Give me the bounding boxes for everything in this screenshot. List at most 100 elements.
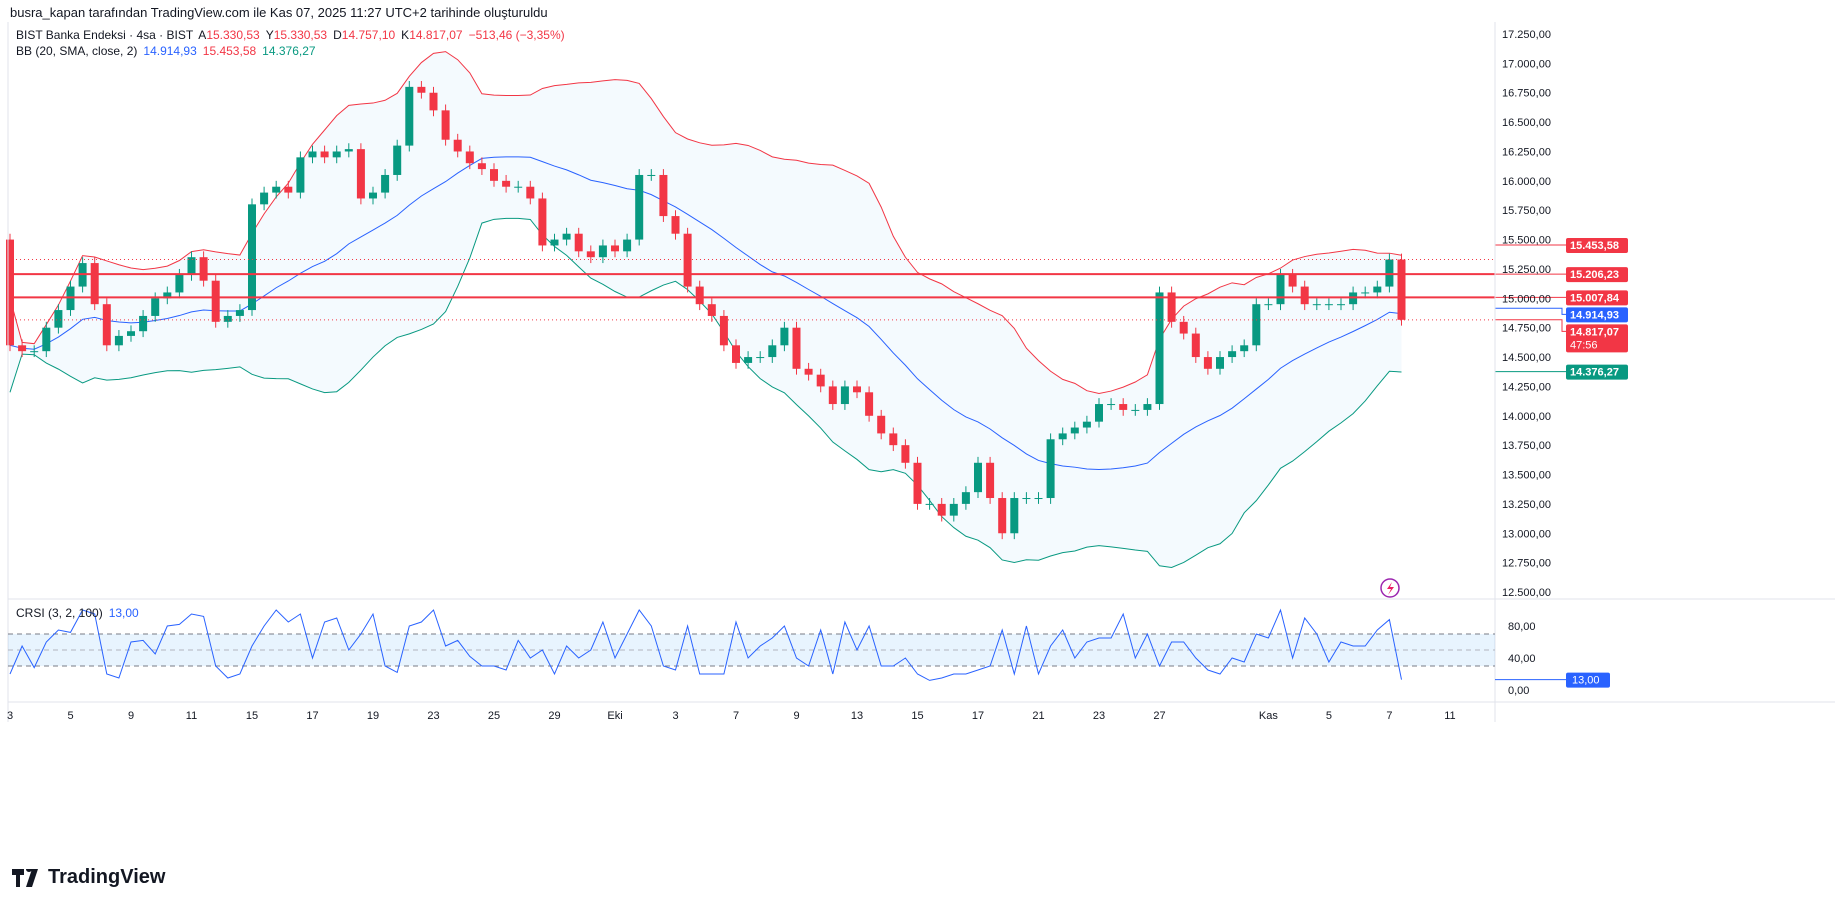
- price-label: 14.376,27: [1570, 367, 1619, 379]
- price-label: 15.007,84: [1570, 292, 1620, 304]
- candle: [344, 149, 353, 152]
- candle: [586, 251, 595, 258]
- lightning-icon[interactable]: [1380, 578, 1400, 598]
- time-tick: 15: [246, 710, 258, 722]
- candle: [393, 145, 402, 175]
- time-tick: 5: [67, 710, 73, 722]
- price-label-bg: [1566, 324, 1628, 353]
- candle: [199, 257, 208, 281]
- candle: [889, 433, 898, 446]
- candle: [42, 327, 51, 352]
- candle: [175, 274, 184, 293]
- candle: [1264, 304, 1273, 306]
- candle: [139, 315, 148, 332]
- crsi-tick: 80,00: [1508, 621, 1536, 633]
- candle: [1300, 286, 1309, 305]
- svg-text:CRSI (3, 2, 100)13,00: CRSI (3, 2, 100) 13,00: [16, 606, 139, 620]
- price-chart[interactable]: 15.453,58 15.206,23 15.007,84 14.914,93 14.8…: [0, 22, 1835, 909]
- price-label: 15.453,58: [1570, 240, 1619, 252]
- candle: [248, 204, 256, 311]
- candle: [683, 233, 692, 287]
- candle: [1203, 357, 1212, 369]
- candle: [937, 503, 946, 516]
- candle: [502, 180, 511, 187]
- candle: [659, 174, 668, 217]
- candle: [320, 151, 329, 158]
- candle: [877, 415, 886, 434]
- price-tick: 14.250,00: [1502, 381, 1551, 393]
- candle: [1337, 304, 1345, 306]
- candle: [1324, 304, 1333, 306]
- price-tick: 14.500,00: [1502, 352, 1551, 364]
- time-tick: 5: [1326, 710, 1332, 722]
- time-tick: 19: [367, 710, 379, 722]
- candle: [611, 245, 619, 252]
- price-label: 15.206,23: [1570, 269, 1619, 281]
- candle: [1131, 409, 1140, 411]
- candle: [1167, 292, 1176, 322]
- countdown-label: 47:56: [1570, 339, 1598, 351]
- svg-text:BIST Banka Endeksi · 4sa · BIS: BIST Banka Endeksi · 4sa · BIST A15.330,5…: [16, 28, 565, 42]
- time-tick: 11: [1444, 710, 1455, 722]
- time-tick: 9: [128, 710, 134, 722]
- candle: [465, 151, 474, 164]
- svg-text:BB (20, SMA, close, 2)14.914,9: BB (20, SMA, close, 2) 14.914,93 15.453,58…: [16, 44, 316, 58]
- price-tick: 12.500,00: [1502, 587, 1551, 599]
- candle: [792, 327, 801, 369]
- candle: [1046, 439, 1055, 499]
- candle: [6, 239, 14, 346]
- bb-title: BB (20, SMA, close, 2): [16, 44, 137, 58]
- price-label-bg: [1566, 307, 1628, 323]
- candle: [417, 86, 426, 93]
- candle: [574, 233, 583, 252]
- time-tick: 15: [911, 710, 923, 722]
- candle: [526, 186, 535, 199]
- crsi-value: 13,00: [109, 606, 139, 620]
- candle: [1288, 274, 1297, 287]
- candle: [925, 503, 934, 505]
- candle: [1373, 286, 1382, 293]
- candle: [90, 263, 99, 305]
- legend: BIST Banka Endeksi · 4sa · BIST A15.330,5…: [16, 28, 565, 620]
- time-tick: 27: [1153, 710, 1165, 722]
- price-tick: 12.750,00: [1502, 558, 1551, 570]
- bb-upper-value: 15.453,58: [203, 44, 257, 58]
- chart-container[interactable]: 15.453,58 15.206,23 15.007,84 14.914,93 14.8…: [0, 22, 1835, 909]
- candle: [974, 462, 982, 493]
- candle: [647, 174, 656, 176]
- time-tick: 23: [427, 710, 439, 722]
- price-label-bg: [1566, 238, 1628, 254]
- tradingview-logo[interactable]: TradingView: [12, 866, 165, 889]
- price-tick: 13.250,00: [1502, 499, 1551, 511]
- candle: [1095, 404, 1103, 422]
- candle: [308, 151, 317, 158]
- candle: [18, 345, 27, 352]
- candle: [1143, 404, 1152, 410]
- candle: [30, 351, 39, 353]
- candle: [405, 86, 414, 146]
- time-tick: 23: [1093, 710, 1105, 722]
- candle: [1228, 351, 1237, 358]
- price-tick: 16.000,00: [1502, 176, 1551, 188]
- time-tick: 3: [7, 710, 13, 722]
- candle: [114, 335, 123, 346]
- price-tick: 13.500,00: [1502, 470, 1551, 482]
- candle: [211, 280, 220, 322]
- candle: [1010, 498, 1019, 534]
- price-tick: 17.250,00: [1502, 29, 1551, 41]
- candle: [986, 462, 995, 499]
- candle: [538, 198, 547, 246]
- candle: [1361, 292, 1370, 294]
- price-tick: 15.000,00: [1502, 293, 1551, 305]
- candle: [756, 357, 765, 359]
- price-tick: 15.750,00: [1502, 205, 1551, 217]
- legend-low: 14.757,10: [342, 28, 396, 42]
- time-tick: 21: [1032, 710, 1044, 722]
- crsi-line: [9, 608, 1402, 681]
- legend-high: 15.330,53: [274, 28, 328, 42]
- price-tick: 14.750,00: [1502, 323, 1551, 335]
- candle: [1216, 357, 1224, 369]
- time-tick: 25: [488, 710, 500, 722]
- time-tick: 9: [793, 710, 799, 722]
- candle: [477, 163, 486, 170]
